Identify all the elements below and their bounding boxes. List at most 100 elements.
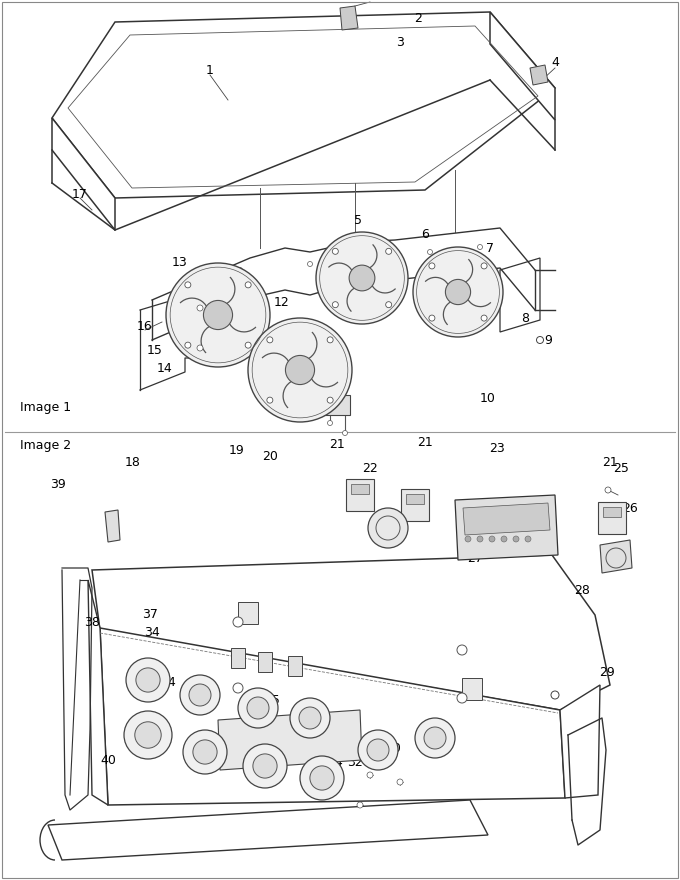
Circle shape bbox=[183, 730, 227, 774]
Circle shape bbox=[465, 536, 471, 542]
Text: 34: 34 bbox=[160, 676, 176, 688]
Circle shape bbox=[386, 302, 392, 308]
Circle shape bbox=[327, 397, 333, 403]
Circle shape bbox=[243, 744, 287, 788]
Text: 15: 15 bbox=[147, 343, 163, 356]
Circle shape bbox=[501, 536, 507, 542]
FancyBboxPatch shape bbox=[598, 502, 626, 534]
Circle shape bbox=[248, 318, 352, 422]
Circle shape bbox=[299, 707, 321, 729]
FancyBboxPatch shape bbox=[351, 484, 369, 494]
Text: 17: 17 bbox=[72, 188, 88, 202]
Circle shape bbox=[386, 248, 392, 254]
Circle shape bbox=[397, 779, 403, 785]
Text: 25: 25 bbox=[613, 461, 629, 474]
Text: 7: 7 bbox=[486, 241, 494, 254]
Circle shape bbox=[551, 691, 559, 699]
Text: 8: 8 bbox=[521, 312, 529, 325]
Circle shape bbox=[367, 772, 373, 778]
Circle shape bbox=[413, 247, 503, 337]
Text: 31: 31 bbox=[264, 723, 280, 737]
Text: 26: 26 bbox=[622, 502, 638, 515]
Circle shape bbox=[267, 337, 273, 343]
Text: 34: 34 bbox=[144, 626, 160, 639]
Circle shape bbox=[429, 263, 435, 269]
FancyBboxPatch shape bbox=[308, 395, 350, 415]
Text: 2: 2 bbox=[414, 11, 422, 25]
Text: 24: 24 bbox=[480, 539, 496, 552]
Circle shape bbox=[349, 265, 375, 291]
Circle shape bbox=[135, 722, 161, 748]
Circle shape bbox=[367, 255, 373, 260]
Circle shape bbox=[189, 684, 211, 706]
Circle shape bbox=[197, 345, 203, 351]
Circle shape bbox=[481, 263, 487, 269]
Text: 14: 14 bbox=[157, 362, 173, 375]
Text: Image 1: Image 1 bbox=[20, 401, 71, 414]
Circle shape bbox=[136, 668, 160, 692]
Polygon shape bbox=[88, 580, 108, 805]
Text: 21: 21 bbox=[602, 456, 618, 468]
FancyBboxPatch shape bbox=[231, 648, 245, 668]
Circle shape bbox=[445, 279, 471, 304]
Text: 28: 28 bbox=[574, 583, 590, 597]
Polygon shape bbox=[463, 503, 550, 535]
Circle shape bbox=[180, 675, 220, 715]
Circle shape bbox=[327, 337, 333, 343]
Polygon shape bbox=[48, 800, 488, 860]
Circle shape bbox=[415, 718, 455, 758]
Polygon shape bbox=[455, 495, 558, 560]
Text: 12: 12 bbox=[274, 296, 290, 309]
Circle shape bbox=[477, 245, 483, 250]
Circle shape bbox=[358, 730, 398, 770]
Circle shape bbox=[424, 727, 446, 749]
Polygon shape bbox=[340, 6, 358, 30]
Circle shape bbox=[310, 766, 334, 790]
Text: 30: 30 bbox=[385, 742, 401, 754]
Text: 6: 6 bbox=[421, 229, 429, 241]
Circle shape bbox=[193, 740, 217, 764]
Circle shape bbox=[253, 754, 277, 778]
Circle shape bbox=[267, 397, 273, 403]
Text: 22: 22 bbox=[362, 461, 378, 474]
Circle shape bbox=[286, 356, 315, 385]
Circle shape bbox=[481, 315, 487, 321]
Circle shape bbox=[166, 263, 270, 367]
Circle shape bbox=[124, 711, 172, 759]
Circle shape bbox=[328, 421, 333, 426]
Circle shape bbox=[537, 336, 543, 343]
Circle shape bbox=[307, 261, 313, 267]
Text: 29: 29 bbox=[599, 665, 615, 678]
Circle shape bbox=[245, 282, 251, 288]
Circle shape bbox=[238, 688, 278, 728]
Circle shape bbox=[233, 683, 243, 693]
FancyBboxPatch shape bbox=[401, 489, 429, 521]
Text: 13: 13 bbox=[172, 255, 188, 268]
Text: 27: 27 bbox=[467, 552, 483, 564]
Polygon shape bbox=[490, 12, 555, 120]
Circle shape bbox=[333, 248, 339, 254]
Polygon shape bbox=[530, 65, 548, 85]
Circle shape bbox=[489, 536, 495, 542]
Text: 40: 40 bbox=[100, 753, 116, 766]
Circle shape bbox=[343, 430, 347, 436]
Text: 5: 5 bbox=[354, 214, 362, 226]
Text: 16: 16 bbox=[137, 319, 153, 333]
Text: Image 2: Image 2 bbox=[20, 438, 71, 451]
Circle shape bbox=[367, 739, 389, 761]
Circle shape bbox=[429, 315, 435, 321]
Text: 1: 1 bbox=[206, 63, 214, 77]
Circle shape bbox=[126, 658, 170, 702]
FancyBboxPatch shape bbox=[346, 479, 374, 511]
Circle shape bbox=[513, 536, 519, 542]
Circle shape bbox=[477, 536, 483, 542]
Polygon shape bbox=[105, 510, 120, 542]
Polygon shape bbox=[100, 628, 565, 805]
Polygon shape bbox=[218, 710, 362, 770]
Circle shape bbox=[357, 802, 363, 808]
Circle shape bbox=[233, 617, 243, 627]
Text: 10: 10 bbox=[480, 392, 496, 405]
Text: 11: 11 bbox=[334, 378, 350, 392]
Text: 20: 20 bbox=[262, 451, 278, 464]
Circle shape bbox=[428, 250, 432, 254]
